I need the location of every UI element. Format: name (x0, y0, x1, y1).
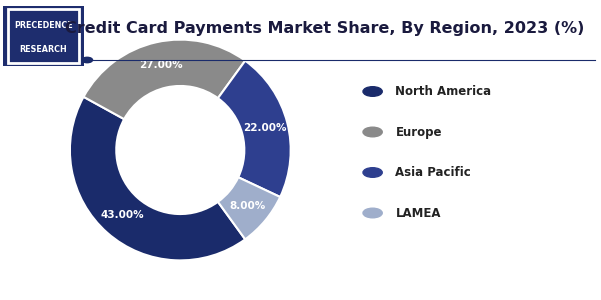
Text: RESEARCH: RESEARCH (20, 45, 67, 54)
Wedge shape (70, 97, 245, 260)
Text: Europe: Europe (395, 125, 442, 139)
Text: LAMEA: LAMEA (395, 206, 441, 220)
Text: 22.00%: 22.00% (243, 123, 287, 133)
Wedge shape (218, 61, 291, 197)
Text: 43.00%: 43.00% (101, 210, 144, 220)
Wedge shape (84, 40, 245, 119)
Text: 8.00%: 8.00% (230, 201, 266, 211)
Text: Credit Card Payments Market Share, By Region, 2023 (%): Credit Card Payments Market Share, By Re… (65, 21, 584, 36)
FancyBboxPatch shape (3, 6, 84, 66)
FancyBboxPatch shape (8, 9, 79, 63)
Wedge shape (218, 177, 280, 239)
Text: 27.00%: 27.00% (139, 60, 183, 70)
Text: Asia Pacific: Asia Pacific (395, 166, 471, 179)
Text: North America: North America (395, 85, 492, 98)
Text: PRECEDENCE: PRECEDENCE (14, 21, 73, 30)
